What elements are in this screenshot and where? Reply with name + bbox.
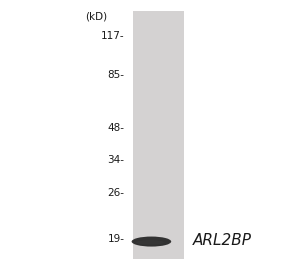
Text: 34-: 34- [108,155,125,165]
Ellipse shape [136,240,164,245]
Text: 117-: 117- [101,31,125,41]
Text: 48-: 48- [108,123,125,133]
Ellipse shape [132,237,171,247]
Text: 19-: 19- [108,234,125,244]
Text: (kD): (kD) [85,12,108,22]
Text: 26-: 26- [108,188,125,198]
Text: 85-: 85- [108,70,125,80]
Text: ARL2BP: ARL2BP [192,233,251,248]
Bar [133,11,184,259]
